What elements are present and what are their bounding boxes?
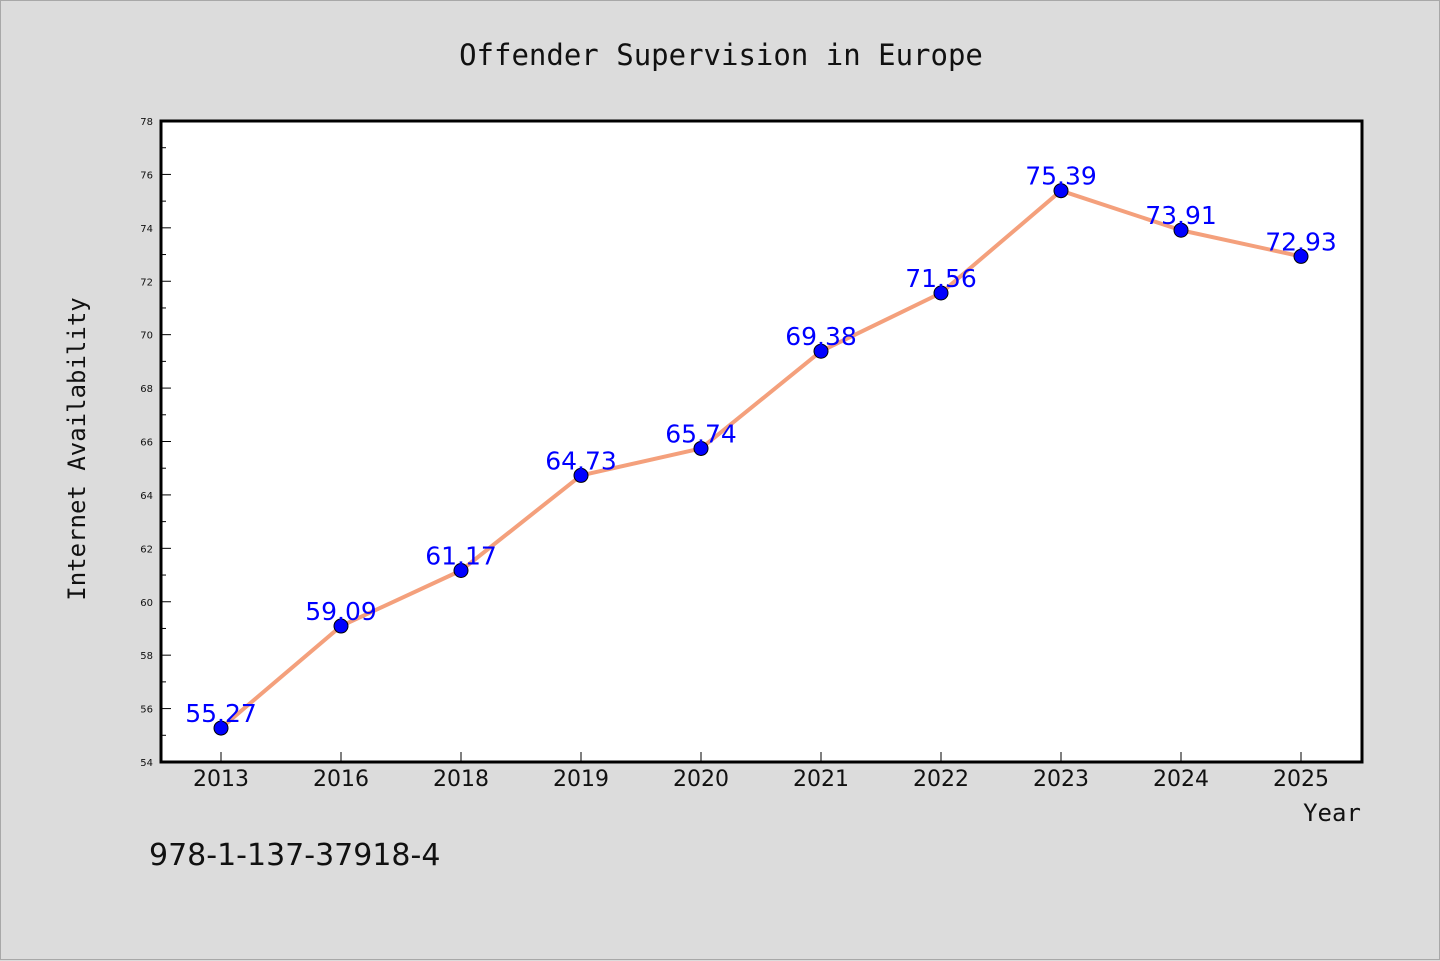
data-point (933, 285, 949, 301)
data-point (453, 563, 469, 579)
data-label: 69.38 (785, 322, 857, 351)
x-tick-label: 2023 (1033, 767, 1089, 792)
plot-area (161, 121, 1362, 762)
y-tick-label: 58 (140, 651, 153, 662)
data-label: 59.09 (305, 597, 377, 626)
data-label: 71.56 (905, 264, 977, 293)
y-tick-label: 60 (140, 598, 153, 609)
data-label: 72.93 (1265, 227, 1337, 256)
y-tick-label: 78 (140, 117, 153, 128)
y-tick-label: 64 (140, 491, 153, 502)
data-point (1293, 248, 1309, 264)
y-axis: 54 56 58 60 62 64 66 68 70 72 74 76 78 (140, 117, 171, 769)
data-label: 55.27 (185, 699, 257, 728)
isbn-text: 978-1-137-37918-4 (149, 838, 440, 873)
data-point (1053, 183, 1069, 199)
data-point (573, 467, 589, 483)
x-tick-label: 2025 (1273, 767, 1329, 792)
data-label: 75.39 (1025, 162, 1097, 191)
y-tick-label: 76 (140, 170, 153, 181)
y-axis-label: Internet Availability (63, 297, 91, 600)
x-axis-label: Year (1303, 799, 1361, 827)
data-labels: 55.27 59.09 61.17 64.73 65.74 69.38 71.56 75.39… (185, 162, 1337, 728)
y-tick-label: 70 (140, 331, 153, 342)
data-label: 65.74 (665, 419, 737, 448)
y-tick-label: 68 (140, 384, 153, 395)
plot-frame (159, 119, 1364, 764)
x-tick-label: 2021 (793, 767, 849, 792)
y-tick-label: 74 (140, 224, 153, 235)
y-tick-label: 54 (140, 758, 153, 769)
x-tick-label: 2019 (553, 767, 609, 792)
y-tick-label: 72 (140, 277, 153, 288)
x-tick-label: 2024 (1153, 767, 1209, 792)
data-label: 61.17 (425, 542, 497, 571)
data-label: 73.91 (1145, 201, 1217, 230)
data-point (1173, 222, 1189, 238)
data-point (333, 618, 349, 634)
x-tick-label: 2018 (433, 767, 489, 792)
x-axis: 2013 2016 2018 2019 2020 2021 2022 2023 2024 2025 (193, 752, 1329, 792)
chart-title: Offender Supervision in Europe (459, 38, 983, 72)
series-markers (213, 183, 1309, 736)
x-tick-label: 2020 (673, 767, 729, 792)
y-tick-label: 62 (140, 544, 153, 555)
y-tick-label: 66 (140, 438, 153, 449)
data-label: 64.73 (545, 446, 617, 475)
data-point (693, 440, 709, 456)
x-tick-label: 2013 (193, 767, 249, 792)
data-point (213, 720, 229, 736)
x-tick-label: 2016 (313, 767, 369, 792)
data-point (813, 343, 829, 359)
series-line (219, 188, 1302, 730)
y-tick-label: 56 (140, 705, 153, 716)
x-tick-label: 2022 (913, 767, 969, 792)
